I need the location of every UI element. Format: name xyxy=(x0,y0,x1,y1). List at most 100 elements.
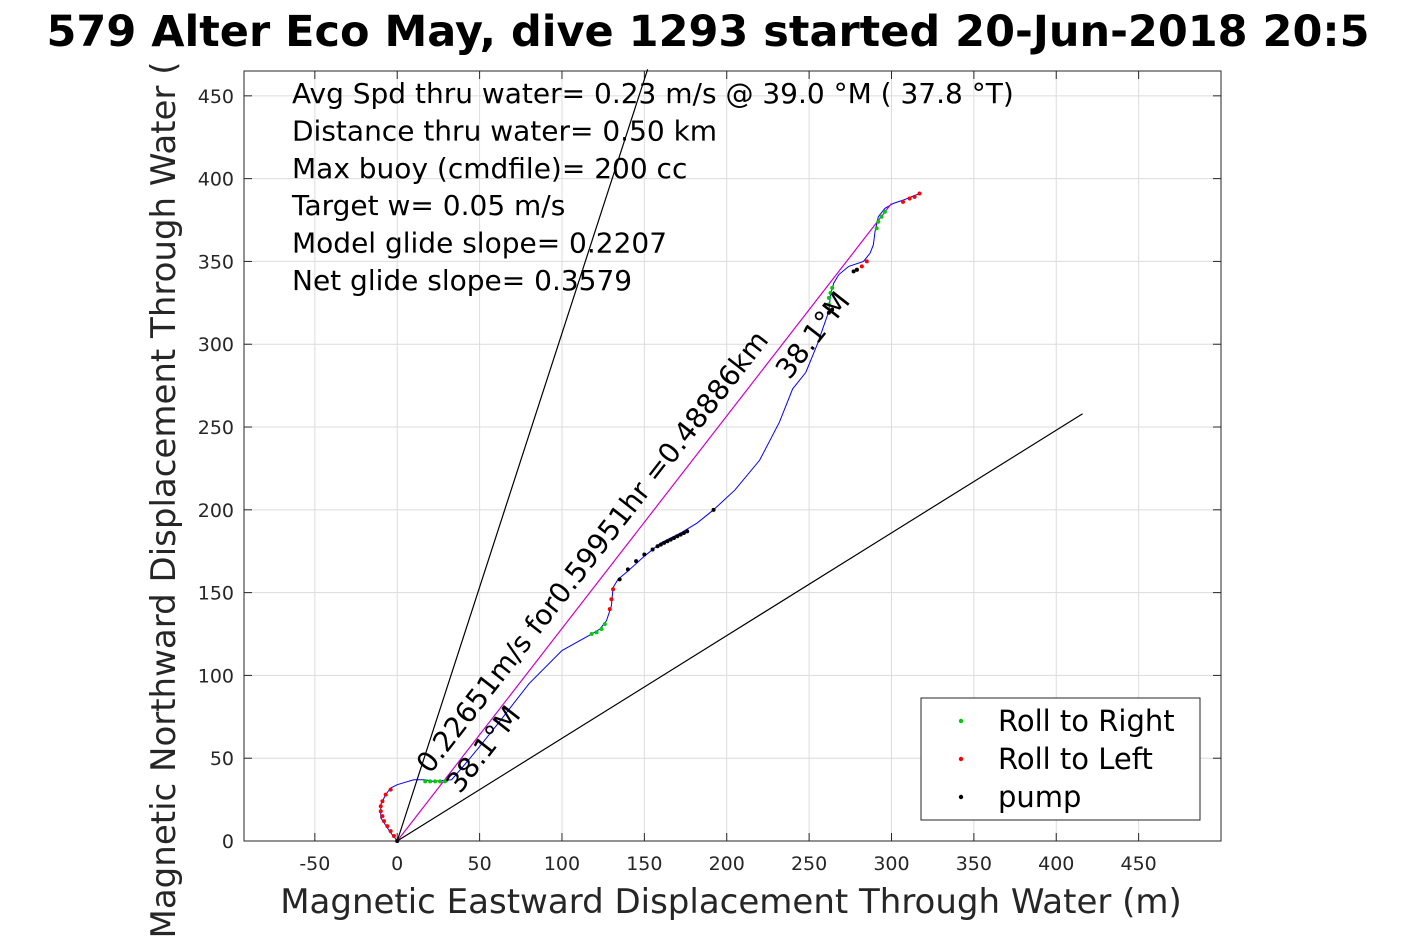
pump-point xyxy=(685,529,690,534)
x-tick-label: 300 xyxy=(873,853,909,875)
y-tick-label: 200 xyxy=(198,500,234,522)
pump-point xyxy=(625,567,630,572)
plot-series xyxy=(378,69,1083,843)
legend-box xyxy=(920,697,1201,821)
x-tick-label: 400 xyxy=(1038,853,1074,875)
roll-to-right-point xyxy=(428,779,433,784)
chart-title: 579 Alter Eco May, dive 1293 started 20-… xyxy=(46,7,1369,57)
y-tick-label: 150 xyxy=(198,583,234,605)
roll-to-left-point xyxy=(380,814,385,819)
roll-to-right-point xyxy=(594,630,599,635)
roll-to-right-point xyxy=(879,214,884,219)
roll-to-right-point xyxy=(438,779,443,784)
roll-to-left-point xyxy=(859,264,864,269)
track-label: 0.22651m/s for0.59951hr =0.48886km xyxy=(410,324,775,779)
legend-entry-label: Roll to Right xyxy=(998,704,1175,738)
x-tick-label: 250 xyxy=(791,853,827,875)
stats-annotation: Model glide slope= 0.2207 xyxy=(292,227,667,260)
y-tick-label: 50 xyxy=(210,748,234,770)
x-tick-label: 50 xyxy=(468,853,492,875)
roll-to-right-point xyxy=(826,302,831,307)
pump-point xyxy=(650,547,655,552)
legend-marker xyxy=(958,794,964,800)
roll-to-left-point xyxy=(388,787,393,792)
roll-to-left-point xyxy=(391,834,396,839)
x-tick-label: 100 xyxy=(544,853,580,875)
track-label: 38.1°M xyxy=(769,285,857,385)
pump-point xyxy=(395,839,400,843)
legend-marker xyxy=(958,756,964,762)
roll-to-left-point xyxy=(912,194,917,199)
tick-labels: -50 0 50 100 150 200 250 300 350 400 450 0 50 100 150 2… xyxy=(198,86,1157,875)
roll-to-right-point xyxy=(874,226,879,231)
roll-to-left-point xyxy=(382,819,387,824)
roll-to-right-point xyxy=(443,779,448,784)
stats-annotations: Avg Spd thru water= 0.23 m/s @ 39.0 °M (… xyxy=(291,77,1014,297)
y-tick-label: 300 xyxy=(198,334,234,356)
stats-annotation: Net glide slope= 0.3579 xyxy=(292,264,632,297)
stats-annotation: Distance thru water= 0.50 km xyxy=(292,114,717,147)
x-tick-label: 150 xyxy=(626,853,662,875)
roll-to-right-point xyxy=(599,627,604,632)
roll-to-left-point xyxy=(609,597,614,602)
legend-entry-label: Roll to Left xyxy=(998,742,1153,776)
pump-point xyxy=(851,269,856,274)
legend-marker xyxy=(958,718,964,724)
pump-point xyxy=(617,577,622,582)
roll-to-left-point xyxy=(380,799,385,804)
x-tick-label: 0 xyxy=(391,853,403,875)
y-tick-label: 0 xyxy=(222,831,234,853)
legend: Roll to Right Roll to Left pump xyxy=(920,697,1201,821)
x-tick-label: 200 xyxy=(709,853,745,875)
pump-point xyxy=(675,534,680,539)
glide-bound-line xyxy=(396,69,649,842)
x-tick-label: 350 xyxy=(956,853,992,875)
pump-point xyxy=(634,559,639,564)
pump-point xyxy=(668,537,673,542)
roll-to-left-point xyxy=(907,196,912,201)
x-tick-label: 450 xyxy=(1120,853,1156,875)
roll-to-left-point xyxy=(901,199,906,204)
roll-to-right-point xyxy=(826,295,831,300)
roll-to-right-point xyxy=(589,632,594,637)
plot-frame xyxy=(243,70,1222,842)
pump-point xyxy=(830,307,835,312)
axes xyxy=(243,70,1222,842)
glide-bound-line xyxy=(396,413,1083,842)
x-tick-label: -50 xyxy=(299,853,330,875)
roll-to-right-point xyxy=(882,209,887,214)
roll-to-left-point xyxy=(607,607,612,612)
roll-to-left-point xyxy=(917,191,922,196)
pump-point xyxy=(662,540,667,545)
straight-track-line xyxy=(396,203,892,842)
y-tick-label: 350 xyxy=(198,251,234,273)
roll-to-left-point xyxy=(383,792,388,797)
pump-point xyxy=(711,507,716,512)
roll-to-left-point xyxy=(611,587,616,592)
pump-point xyxy=(826,310,831,315)
roll-to-left-point xyxy=(385,824,390,829)
stats-annotation: Avg Spd thru water= 0.23 m/s @ 39.0 °M (… xyxy=(292,77,1014,110)
roll-to-right-point xyxy=(423,779,428,784)
pump-point xyxy=(678,532,683,537)
y-tick-label: 250 xyxy=(198,417,234,439)
y-tick-label: 400 xyxy=(198,169,234,191)
roll-to-left-point xyxy=(378,809,383,814)
pump-point xyxy=(655,544,660,549)
roll-to-right-point xyxy=(602,622,607,627)
roll-to-right-point xyxy=(876,219,881,224)
y-axis-label: Magnetic Northward Displacement Through … xyxy=(144,62,184,939)
pump-point xyxy=(642,552,647,557)
pump-point xyxy=(681,531,686,535)
roll-to-right-point xyxy=(830,285,835,290)
roll-to-right-point xyxy=(433,779,438,784)
pump-point xyxy=(672,535,677,540)
track-labels: 0.22651m/s for0.59951hr =0.48886km38.1°M… xyxy=(410,285,857,799)
pump-point xyxy=(854,267,859,272)
pump-point xyxy=(658,542,663,547)
stats-annotation: Target w= 0.05 m/s xyxy=(291,189,565,222)
pump-point xyxy=(665,539,670,544)
y-tick-label: 450 xyxy=(198,86,234,108)
legend-entry-label: pump xyxy=(998,780,1081,814)
